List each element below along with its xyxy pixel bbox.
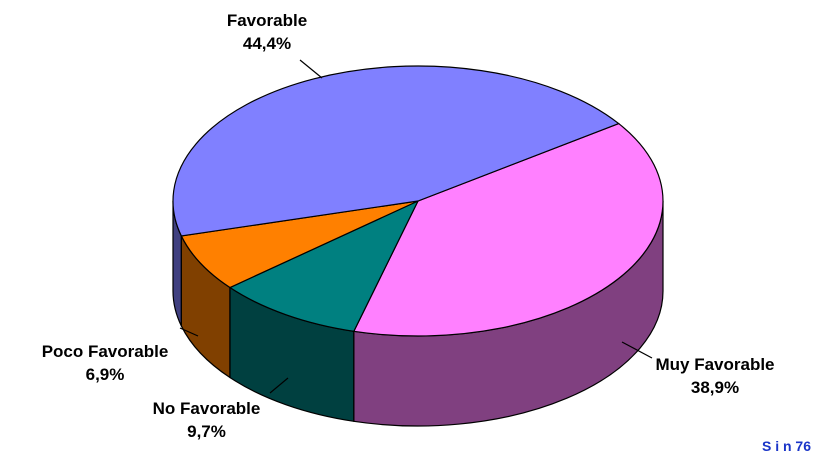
- leader-favorable: [299, 59, 323, 79]
- label-no-favorable: No Favorable 9,7%: [114, 397, 299, 443]
- pie-slice-poco-favorable: [180, 200, 419, 289]
- leader-lines: [179, 59, 653, 394]
- label-no-favorable-name: No Favorable: [152, 399, 261, 418]
- leader-poco-favorable: [179, 327, 199, 337]
- label-muy-favorable-name: Muy Favorable: [655, 355, 775, 374]
- label-no-favorable-value: 9,7%: [187, 422, 226, 441]
- pie-sides: [172, 200, 664, 427]
- label-muy-favorable: Muy Favorable 38,9%: [625, 353, 805, 399]
- label-favorable: Favorable 44,4%: [192, 9, 342, 55]
- leader-no-favorable: [269, 377, 289, 394]
- label-favorable-value: 44,4%: [242, 34, 292, 53]
- label-favorable-name: Favorable: [226, 11, 308, 30]
- pie-tops: [172, 65, 664, 337]
- label-muy-favorable-value: 38,9%: [690, 378, 740, 397]
- label-poco-favorable-value: 6,9%: [85, 365, 125, 384]
- corner-note: S i n 76: [761, 438, 811, 454]
- pie-slice-muy-favorable: [352, 122, 664, 337]
- label-poco-favorable-name: Poco Favorable: [41, 342, 169, 361]
- pie-slice-favorable: [172, 65, 620, 237]
- label-poco-favorable: Poco Favorable 6,9%: [0, 340, 210, 386]
- pie-slice-no-favorable: [228, 199, 420, 332]
- leader-muy-favorable: [621, 341, 653, 359]
